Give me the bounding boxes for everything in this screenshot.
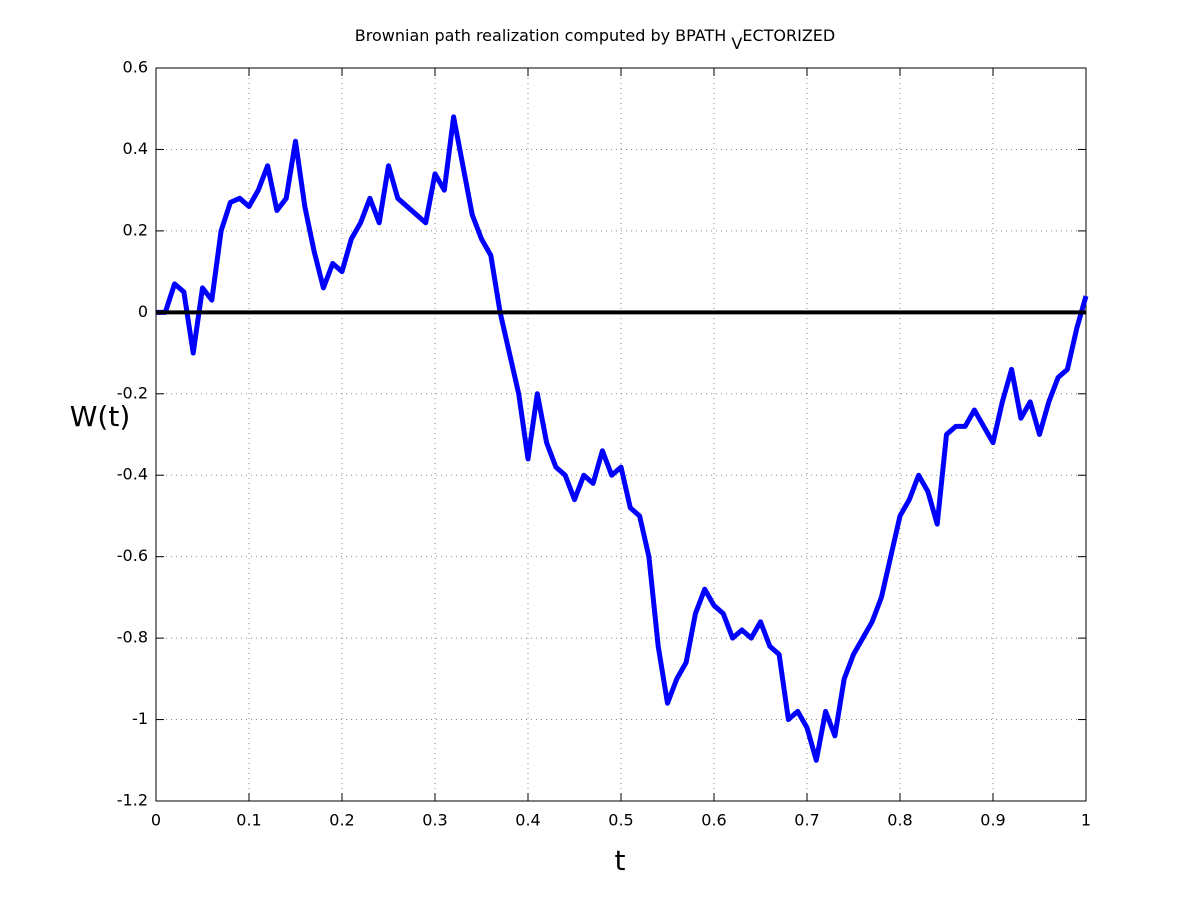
chart-title: Brownian path realization computed by BP… <box>355 26 835 53</box>
x-tick-label: 1 <box>1081 811 1091 830</box>
x-tick-label: 0.3 <box>422 811 447 830</box>
y-tick-label: -0.6 <box>117 546 148 565</box>
y-tick-label: 0.4 <box>123 139 148 158</box>
x-tick-label: 0.5 <box>608 811 633 830</box>
x-tick-label: 0.4 <box>515 811 540 830</box>
y-tick-label: -1.2 <box>117 791 148 810</box>
y-tick-label: -1 <box>132 709 148 728</box>
y-tick-label: 0.2 <box>123 220 148 239</box>
x-tick-label: 0.2 <box>329 811 354 830</box>
title-rest: ECTORIZED <box>742 26 835 45</box>
x-axis-label: t <box>615 844 626 877</box>
plot-frame <box>155 67 1087 802</box>
y-tick-label: -0.2 <box>117 383 148 402</box>
x-tick-label: 0.6 <box>701 811 726 830</box>
x-tick-label: 0 <box>151 811 161 830</box>
y-axis-label: W(t) <box>70 400 131 433</box>
y-tick-label: 0 <box>138 302 148 321</box>
x-tick-label: 0.8 <box>887 811 912 830</box>
data-line <box>156 114 1089 763</box>
x-tick-label: 0.9 <box>980 811 1005 830</box>
title-subscript: V <box>731 34 742 53</box>
y-tick-label: -0.4 <box>117 465 148 484</box>
x-tick-label: 0.1 <box>236 811 261 830</box>
y-tick-label: -0.8 <box>117 628 148 647</box>
y-tick-label: 0.6 <box>123 58 148 77</box>
x-tick-label: 0.7 <box>794 811 819 830</box>
title-main: Brownian path realization computed by BP… <box>355 26 732 45</box>
